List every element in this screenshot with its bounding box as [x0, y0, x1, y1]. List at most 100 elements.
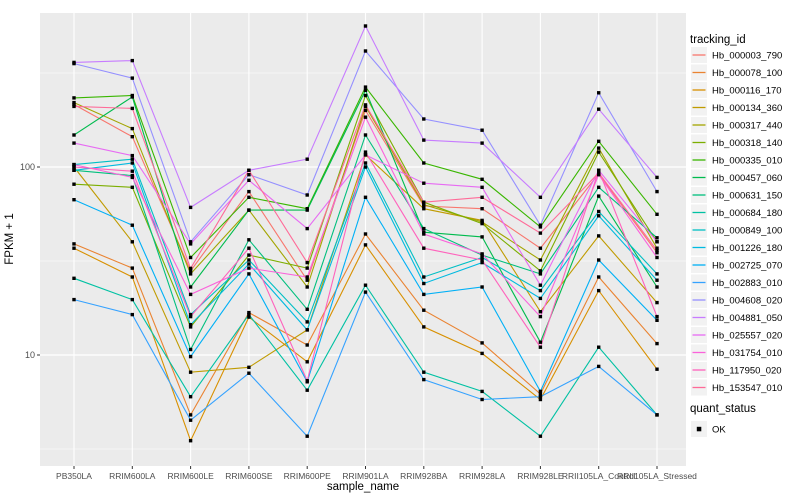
data-point	[247, 178, 251, 182]
data-point	[247, 266, 251, 270]
x-axis-title: sample_name	[327, 481, 399, 493]
legend-item-label: Hb_117950_020	[712, 366, 782, 377]
legend-item-label: Hb_002883_010	[712, 278, 782, 289]
x-tick-label: RRIM600PE	[284, 471, 332, 481]
data-point	[130, 76, 134, 80]
data-point	[480, 221, 484, 226]
data-point	[130, 126, 134, 131]
data-point	[655, 189, 659, 194]
data-point	[480, 128, 484, 132]
data-point	[305, 278, 309, 282]
data-point	[422, 246, 426, 250]
data-point	[305, 343, 309, 347]
data-point	[247, 272, 251, 276]
data-point	[480, 185, 484, 189]
data-point	[597, 258, 601, 262]
data-point	[247, 312, 251, 317]
data-point	[597, 91, 601, 95]
data-point	[538, 434, 543, 438]
data-point	[363, 93, 368, 98]
data-point	[247, 262, 251, 266]
data-point	[188, 370, 193, 374]
data-point	[422, 117, 426, 121]
data-point	[597, 194, 601, 198]
data-point	[538, 223, 543, 227]
data-point	[363, 195, 368, 199]
data-point	[597, 139, 601, 143]
data-point	[538, 231, 543, 235]
x-tick-label: RRIM928LA	[459, 471, 506, 481]
data-point	[538, 389, 543, 394]
legend-item-label: Hb_000457_060	[712, 173, 782, 184]
data-point	[422, 203, 426, 207]
data-point	[247, 189, 251, 194]
data-point	[247, 371, 251, 375]
data-point	[188, 395, 193, 399]
data-point	[363, 108, 368, 113]
data-point	[422, 281, 426, 286]
data-point	[188, 266, 193, 271]
data-point	[305, 275, 309, 279]
data-point	[305, 360, 309, 364]
data-point	[538, 272, 543, 276]
legend-item-label: Hb_031754_010	[712, 348, 782, 359]
legend-item-label: Hb_000335_010	[712, 156, 782, 167]
data-point	[130, 157, 134, 161]
data-point	[363, 290, 368, 294]
legend-item-label: Hb_000003_790	[712, 51, 782, 62]
data-point	[480, 389, 484, 394]
data-point	[247, 246, 251, 250]
data-point	[655, 367, 659, 371]
data-point	[422, 138, 426, 142]
data-point	[363, 161, 368, 165]
data-point	[247, 253, 251, 257]
data-point	[655, 341, 659, 346]
data-point	[130, 153, 134, 158]
data-point	[597, 171, 601, 175]
data-point	[597, 364, 601, 369]
data-point	[130, 135, 134, 139]
data-point	[130, 266, 134, 270]
x-tick-label: RRIM600SE	[225, 471, 273, 481]
data-point	[597, 150, 601, 154]
legend-item-label: Hb_000134_360	[712, 103, 782, 114]
data-point	[188, 240, 193, 244]
x-tick-label: RRIM600LA	[109, 471, 156, 481]
data-point	[363, 103, 368, 107]
data-point	[305, 320, 309, 324]
data-point	[538, 340, 543, 344]
data-point	[538, 269, 543, 273]
data-point	[480, 397, 484, 402]
data-point	[655, 272, 659, 276]
data-point	[363, 85, 368, 89]
data-point	[130, 297, 134, 302]
axis-tick-marks	[37, 166, 658, 469]
data-point	[72, 141, 76, 145]
data-point	[188, 255, 193, 260]
data-point	[188, 205, 193, 210]
legend-item-label: Hb_004608_020	[712, 296, 782, 307]
legend-item-label: Hb_000631_150	[712, 191, 782, 202]
data-point	[130, 240, 134, 244]
data-point	[188, 314, 193, 319]
data-point	[655, 212, 659, 216]
data-point	[422, 200, 426, 204]
data-point	[72, 276, 76, 280]
data-point	[247, 195, 251, 199]
data-point	[130, 185, 134, 189]
x-tick-label: RRIM600LE	[167, 471, 214, 481]
data-point	[130, 95, 134, 99]
data-point	[72, 198, 76, 202]
legend-item-label: Hb_000078_100	[712, 68, 782, 79]
data-point	[480, 351, 484, 356]
y-tick-label: 100	[20, 162, 35, 172]
data-point	[597, 107, 601, 111]
data-point	[305, 388, 309, 392]
data-point	[363, 133, 368, 137]
data-point	[655, 285, 659, 289]
data-point	[130, 161, 134, 165]
data-point	[72, 246, 76, 250]
data-point	[72, 165, 76, 169]
x-tick-label: RRIM928BA	[400, 471, 448, 481]
